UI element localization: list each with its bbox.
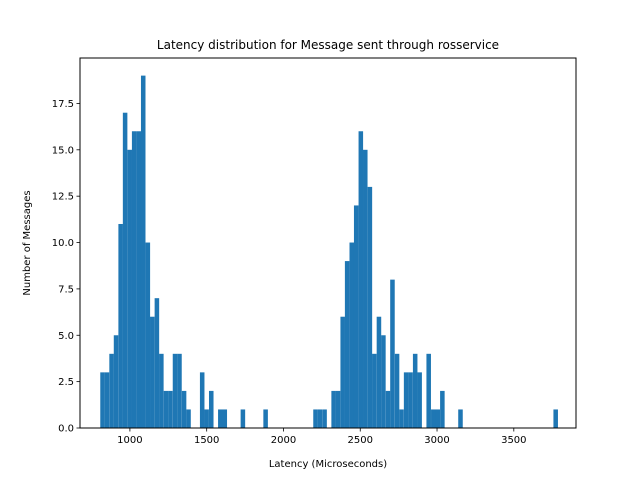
y-tick-label: 12.5 (52, 192, 74, 203)
histogram-bar (408, 372, 413, 428)
y-tick-label: 5.0 (58, 331, 74, 342)
histogram-bar (263, 409, 268, 428)
x-tick-label: 2000 (271, 435, 296, 446)
histogram-bar (349, 242, 355, 428)
histogram-bar (553, 409, 558, 428)
histogram-bar (136, 131, 142, 428)
histogram-bar (340, 316, 345, 428)
histogram-bar (390, 279, 395, 428)
y-axis-ticks: 0.0 2.5 5.0 7.5 10.0 12.5 15.0 17.5 (52, 99, 80, 435)
y-tick-label: 10.0 (52, 238, 74, 249)
histogram-bar (140, 75, 146, 428)
histogram-bar (181, 390, 187, 428)
y-tick-label: 17.5 (52, 99, 74, 110)
y-tick-label: 15.0 (52, 145, 74, 156)
histogram-bar (372, 353, 377, 428)
x-tick-label: 1000 (117, 435, 142, 446)
histogram-bar (363, 149, 368, 428)
histogram-bar (172, 353, 178, 428)
y-axis-label: Number of Messages (22, 190, 33, 295)
histogram-bar (204, 409, 209, 428)
histogram-bar (127, 149, 132, 428)
x-tick-label: 1500 (194, 435, 219, 446)
histogram-bar (358, 131, 364, 428)
histogram-bar (417, 372, 422, 428)
histogram-bar (440, 390, 445, 428)
histogram-bar (100, 372, 105, 428)
chart-title: Latency distribution for Message sent th… (157, 38, 499, 52)
y-tick-label: 7.5 (58, 284, 74, 295)
histogram-bar (385, 390, 391, 428)
histogram-bar (240, 409, 246, 428)
histogram-bar (376, 316, 382, 428)
histogram-bar (150, 316, 155, 428)
histogram-bar (313, 409, 318, 428)
histogram-bar (431, 409, 436, 428)
histogram-bar (381, 335, 386, 428)
histogram-bar (208, 390, 214, 428)
histogram-bar (131, 131, 137, 428)
histogram-bar (145, 242, 151, 428)
histogram-bar (199, 372, 205, 428)
histogram-bar (113, 335, 119, 428)
x-tick-label: 3500 (501, 435, 526, 446)
histogram-bar (159, 353, 164, 428)
histogram-bar (412, 353, 418, 428)
histogram-bar (335, 390, 341, 428)
histogram-bar (177, 353, 182, 428)
histogram-bar (163, 390, 169, 428)
histogram-bar (317, 409, 323, 428)
histogram-bar (331, 390, 336, 428)
histogram-bar (367, 186, 373, 428)
histogram-bar (109, 353, 114, 428)
histogram-bar (458, 409, 463, 428)
histogram-bar (403, 372, 409, 428)
histogram-bar (168, 390, 173, 428)
histogram-bar (322, 409, 327, 428)
x-tick-label: 2500 (348, 435, 373, 446)
histogram-bar (222, 409, 228, 428)
histogram-bar (122, 112, 128, 428)
histogram-bar (426, 353, 431, 428)
x-axis-ticks: 1000 1500 2000 2500 3000 3500 (117, 428, 527, 446)
x-tick-label: 3000 (424, 435, 449, 446)
histogram-bar (186, 409, 191, 428)
histogram-bar (344, 261, 350, 428)
histogram-bar (435, 409, 441, 428)
histogram-bar (104, 372, 110, 428)
histogram-bar (394, 353, 400, 428)
histogram-bar (353, 205, 359, 428)
histogram-bars (100, 75, 558, 428)
histogram-bar (399, 409, 404, 428)
histogram-bar (218, 409, 223, 428)
histogram-bar (154, 298, 160, 428)
plot-frame (79, 57, 577, 429)
histogram-bar (118, 223, 123, 428)
y-tick-label: 2.5 (58, 377, 74, 388)
y-tick-label: 0.0 (58, 424, 74, 435)
x-axis-label: Latency (Microseconds) (269, 459, 387, 470)
